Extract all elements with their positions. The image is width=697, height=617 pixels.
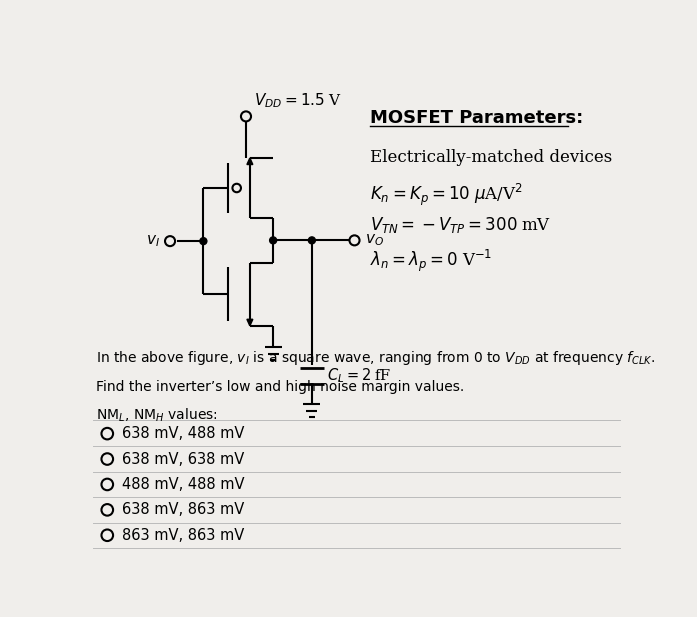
Circle shape xyxy=(102,453,113,465)
Polygon shape xyxy=(247,319,253,326)
Text: Find the inverter’s low and high noise margin values.: Find the inverter’s low and high noise m… xyxy=(96,379,465,394)
Polygon shape xyxy=(247,158,253,165)
Text: $K_n = K_p = 10\;\mu$A/V$^2$: $K_n = K_p = 10\;\mu$A/V$^2$ xyxy=(370,182,523,208)
Text: $v_O$: $v_O$ xyxy=(365,233,383,248)
Circle shape xyxy=(308,237,315,244)
Text: NM$_L$, NM$_H$ values:: NM$_L$, NM$_H$ values: xyxy=(96,407,218,424)
Text: In the above figure, $v_I$ is a square wave, ranging from 0 to $V_{DD}$ at frequ: In the above figure, $v_I$ is a square w… xyxy=(96,349,656,367)
Text: $C_L = 2\;$fF: $C_L = 2\;$fF xyxy=(328,366,392,385)
Circle shape xyxy=(241,112,251,122)
Circle shape xyxy=(270,237,277,244)
Text: 488 mV, 488 mV: 488 mV, 488 mV xyxy=(122,477,245,492)
Circle shape xyxy=(165,236,175,246)
Text: 638 mV, 863 mV: 638 mV, 863 mV xyxy=(122,502,244,518)
Circle shape xyxy=(102,479,113,491)
Text: $V_{TN} = -V_{TP} = 300\;$mV: $V_{TN} = -V_{TP} = 300\;$mV xyxy=(370,215,551,235)
Circle shape xyxy=(102,504,113,516)
Text: $V_{DD} = 1.5\;$V: $V_{DD} = 1.5\;$V xyxy=(254,91,342,110)
Text: 863 mV, 863 mV: 863 mV, 863 mV xyxy=(122,528,244,543)
Circle shape xyxy=(102,529,113,541)
Circle shape xyxy=(232,184,241,193)
Circle shape xyxy=(349,235,360,246)
Text: 638 mV, 638 mV: 638 mV, 638 mV xyxy=(122,452,244,466)
Text: $v_I$: $v_I$ xyxy=(146,233,160,249)
Text: 638 mV, 488 mV: 638 mV, 488 mV xyxy=(122,426,245,441)
Text: $\lambda_n = \lambda_p = 0\;$V$^{-1}$: $\lambda_n = \lambda_p = 0\;$V$^{-1}$ xyxy=(370,248,492,275)
Circle shape xyxy=(102,428,113,439)
Circle shape xyxy=(200,238,207,244)
Text: MOSFET Parameters:: MOSFET Parameters: xyxy=(370,109,583,126)
Text: Electrically-matched devices: Electrically-matched devices xyxy=(370,149,612,166)
